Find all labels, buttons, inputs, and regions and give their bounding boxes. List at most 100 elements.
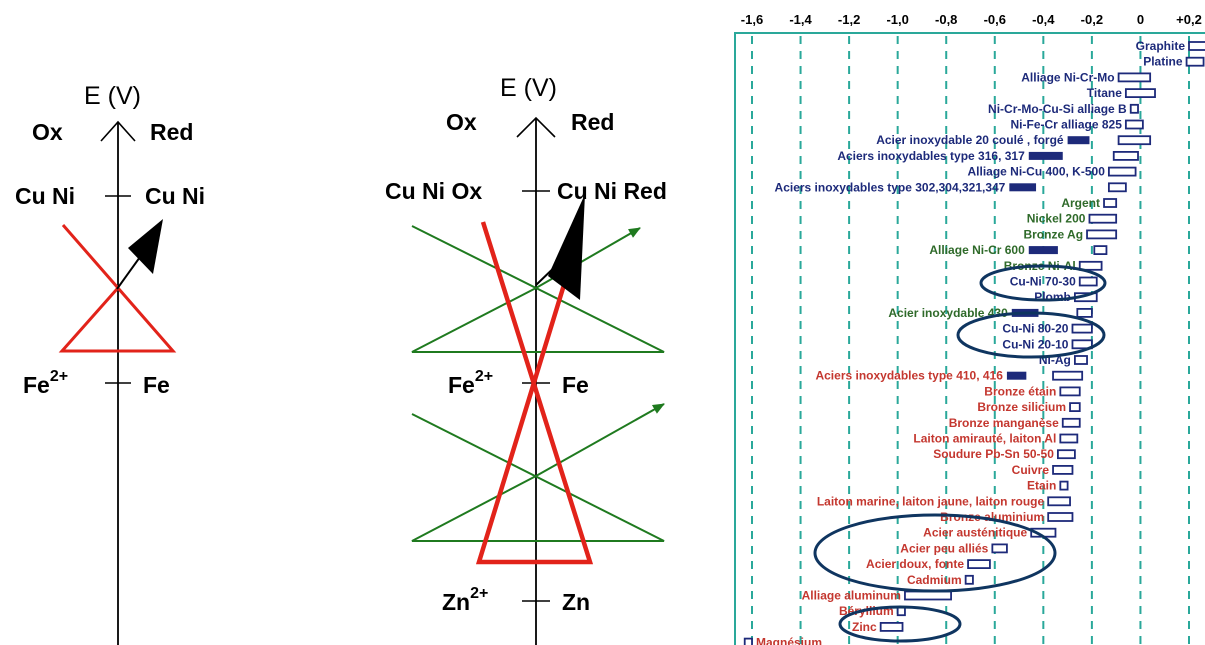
red-label-1: Red — [150, 119, 193, 145]
material-label: Bronze aluminium — [940, 510, 1044, 524]
material-label: Acier peu alliés — [900, 541, 988, 555]
reaction-green-lower — [535, 403, 665, 477]
couple-cuni-ox-1: Cu Ni — [15, 183, 75, 209]
material-label: Acier doux, fonte — [866, 557, 964, 571]
potential-range-bar — [1103, 198, 1118, 208]
potential-range-bar — [1059, 433, 1079, 444]
material-label: Alliage aluminum — [802, 589, 901, 603]
potential-range-bar — [1078, 276, 1098, 287]
potential-range-bar — [1188, 41, 1205, 51]
active-range-bar — [1009, 183, 1037, 192]
reaction-arrowhead-2 — [548, 194, 585, 300]
potential-range-bar — [1052, 464, 1074, 475]
potential-range-bar — [1057, 449, 1076, 460]
potential-range-bar — [1052, 370, 1084, 381]
highlight-cuni-7030 — [979, 264, 1107, 302]
reaction-green-upper — [535, 227, 641, 289]
material-label: Magnésium — [756, 636, 822, 645]
material-label: Soudure Pb-Sn 50-50 — [933, 447, 1054, 461]
material-label: Bronze étain — [984, 384, 1056, 398]
axis-tick-label: -1,6 — [741, 12, 763, 27]
couple-fe-ox-2: Fe2+ — [448, 368, 493, 398]
axis-tick-label: -0,2 — [1081, 12, 1103, 27]
series-bars — [743, 41, 1205, 645]
highlight-steels — [813, 513, 1057, 593]
material-label: Acier inoxydable 20 coulé , forgé — [876, 133, 1064, 147]
potential-range-bar — [1061, 417, 1081, 428]
potential-range-bar — [1073, 355, 1088, 365]
couple-fe-ox-1: Fe2+ — [23, 368, 68, 398]
potential-range-bar — [1088, 213, 1118, 224]
material-label: Acier inoxydable 430 — [888, 306, 1008, 320]
material-label: Acier austénitique — [923, 526, 1027, 540]
gamma-green-lower — [411, 413, 665, 542]
active-range-bar — [1028, 151, 1063, 160]
couple-zn-red-2: Zn — [562, 589, 590, 615]
potential-range-bar — [1071, 339, 1093, 350]
series-labels: Graphite Platine Alliage Ni-Cr-Mo Titane Ni-… — [756, 39, 1185, 645]
potential-range-bar — [1185, 56, 1205, 67]
potential-range-bar — [1124, 119, 1144, 130]
couple-zn-ox-2: Zn2+ — [442, 585, 488, 615]
axis-arrowhead-1 — [100, 120, 136, 142]
reaction-arrowhead-1 — [128, 219, 163, 274]
couple-cuni-red-2: Cu Ni Red — [557, 178, 667, 204]
potential-range-bar — [967, 559, 991, 569]
material-label: Platine — [1143, 55, 1183, 69]
material-label: Ni-Fe-Cr alliage 825 — [1011, 118, 1123, 132]
material-label: Zinc — [852, 620, 877, 634]
potential-range-bar — [1093, 245, 1108, 256]
active-range-bar — [1028, 246, 1058, 255]
material-label: Etain — [1027, 479, 1056, 493]
potential-range-bar — [904, 590, 952, 601]
material-label: Alliage Ni-Cr 600 — [929, 243, 1025, 257]
material-label: Argent — [1061, 196, 1100, 210]
material-label: Alliage Ni-Cu 400, K-500 — [967, 165, 1105, 179]
material-label: Bronze manganèse — [949, 416, 1059, 430]
axis-tick-label: -0,6 — [984, 12, 1006, 27]
potential-range-bar — [1086, 229, 1118, 240]
material-label: Laiton marine, laiton jaune, laiton roug… — [817, 494, 1045, 508]
axis-tick-label: +0,2 — [1176, 12, 1202, 27]
panel-2-diagram: E (V) Ox Red Cu Ni Ox Cu Ni Red Fe2+ Fe … — [385, 74, 667, 645]
potential-range-bar — [1117, 72, 1152, 83]
potential-range-bar — [1071, 323, 1093, 334]
material-label: Cu-Ni 80-20 — [1002, 322, 1068, 336]
material-label: Graphite — [1136, 39, 1186, 53]
material-label: Cu-Ni 70-30 — [1010, 275, 1076, 289]
active-range-bar — [1006, 371, 1027, 380]
material-label: Cu-Ni 20-10 — [1002, 337, 1068, 351]
material-label: Laiton amirauté, laiton Al — [913, 432, 1056, 446]
couple-cuni-ox-2: Cu Ni Ox — [385, 178, 482, 204]
axis-tick-label: -1,0 — [886, 12, 908, 27]
potential-range-bar — [1129, 103, 1139, 114]
reaction-shaft-1 — [116, 256, 141, 290]
material-label: Ni-Cr-Mo-Cu-Si alliage B — [988, 102, 1127, 116]
material-label: Bronze Ag — [1023, 227, 1083, 241]
ox-label-1: Ox — [32, 119, 63, 145]
axis-label-2: E (V) — [500, 74, 557, 102]
potential-range-bar — [991, 543, 1008, 554]
potential-range-bar — [1047, 512, 1074, 522]
axis-arrowhead-2 — [516, 116, 556, 138]
potential-range-bar — [1047, 496, 1071, 507]
highlight-zinc — [838, 605, 962, 643]
axis-tick-label: -1,4 — [789, 12, 812, 27]
chart-frame — [734, 32, 1205, 645]
potential-range-bar — [964, 574, 974, 585]
axis-tick-label: -1,2 — [838, 12, 860, 27]
material-label: Plomb — [1034, 290, 1071, 304]
highlight-cuni-8020-2010 — [956, 311, 1106, 359]
gamma-red-big — [475, 221, 594, 565]
couple-fe-red-1: Fe — [143, 372, 170, 398]
material-label: Aciers inoxydables type 302,304,321,347 — [775, 180, 1006, 194]
axis-ticks: -1,6 -1,4 -1,2 -1,0 -0,8 -0,6 -0,4 -0,2 0 +0,2 — [741, 12, 1202, 27]
material-label: Cadmium — [907, 573, 962, 587]
potential-range-bar — [1107, 166, 1137, 177]
panel-1-diagram: E (V) Ox Red Cu Ni Cu Ni Fe2+ Fe — [15, 82, 205, 645]
material-label: Aciers inoxydables type 316, 317 — [837, 149, 1025, 163]
potential-range-bar — [1117, 135, 1152, 146]
potential-range-bar — [743, 637, 753, 645]
active-range-bar — [1067, 136, 1090, 145]
